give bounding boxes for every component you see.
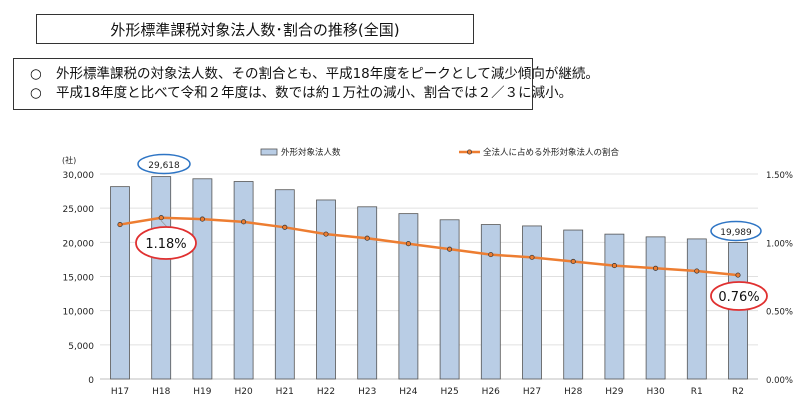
- ratio-point-H18: [158, 215, 164, 221]
- right-tick-label: 0.50%: [766, 308, 793, 318]
- ratio-point-H30: [653, 265, 659, 271]
- ratio-point-H23: [364, 235, 370, 241]
- legend-bar-label: 外形対象法人数: [281, 147, 341, 158]
- bar-H21: [274, 189, 295, 380]
- left-tick-label: 5,000: [68, 342, 94, 352]
- x-tick-label: H30: [646, 387, 664, 397]
- x-tick-label: H25: [440, 387, 458, 397]
- circle-bullet-icon: ○: [30, 66, 42, 82]
- x-tick-label: H26: [482, 387, 500, 397]
- summary-text: 平成18年度と比べて令和２年度は、数では約１万社の減小、割合では２／３に減小。: [56, 85, 573, 101]
- right-tick-label: 1.00%: [766, 239, 793, 249]
- ratio-point-H20: [241, 219, 247, 225]
- x-tick-label: H20: [234, 387, 252, 397]
- bar-H17: [110, 186, 130, 380]
- ratio-point-H22: [323, 231, 329, 237]
- bar-H30: [645, 236, 666, 380]
- x-tick-label: H19: [193, 387, 211, 397]
- ratio-point-H25: [447, 246, 453, 252]
- left-axis-unit: (社): [62, 155, 76, 165]
- bar-H18: [151, 176, 172, 380]
- bar-H20: [233, 181, 254, 380]
- summary-bullet: ○ 平成18年度と比べて令和２年度は、数では約１万社の減小、割合では２／３に減小。: [30, 84, 572, 103]
- x-tick-label: R1: [691, 387, 703, 397]
- x-tick-label: H22: [317, 387, 335, 397]
- summary-box: ○ 外形標準課税の対象法人数、その割合とも、平成18年度をピークとして減少傾向が継…: [13, 58, 599, 110]
- left-tick-label: 20,000: [63, 239, 95, 249]
- bar-H22: [316, 199, 336, 380]
- bar-H26: [480, 224, 501, 380]
- bar-H25: [439, 219, 460, 380]
- x-tick-label: H29: [605, 387, 623, 397]
- left-tick-label: 10,000: [63, 308, 95, 318]
- bar-H29: [604, 233, 625, 380]
- circle-bullet-icon: ○: [30, 85, 42, 101]
- x-tick-label: H18: [152, 387, 170, 397]
- legend-bar-swatch: [260, 148, 278, 156]
- ratio-point-H21: [282, 224, 288, 230]
- ratio-point-H19: [199, 216, 205, 222]
- x-tick-label: H21: [276, 387, 294, 397]
- ratio-point-R1: [694, 268, 700, 274]
- legend-line-label: 全法人に占める外形対象法人の割合: [483, 147, 620, 158]
- bar-H24: [398, 213, 419, 380]
- legend-line-marker: [466, 149, 473, 155]
- ratio-point-R2: [735, 272, 741, 278]
- x-tick-label: H27: [523, 387, 541, 397]
- x-tick-label: H24: [399, 387, 417, 397]
- left-tick-label: 15,000: [63, 274, 95, 284]
- summary-bullet: ○ 外形標準課税の対象法人数、その割合とも、平成18年度をピークとして減少傾向が継…: [30, 65, 599, 84]
- bar-H19: [192, 178, 213, 380]
- ratio-point-H24: [405, 241, 411, 247]
- annotation-ellipse-blue: [710, 220, 762, 242]
- bar-H27: [522, 225, 542, 380]
- x-tick-label: H28: [564, 387, 582, 397]
- right-tick-label: 1.50%: [766, 171, 793, 181]
- left-tick-label: 0: [88, 376, 94, 386]
- page-title: 外形標準課税対象法人数･割合の推移(全国): [36, 14, 474, 44]
- annotation-latest-count: 19,989: [720, 228, 752, 238]
- ratio-point-H28: [570, 258, 576, 265]
- bar-R1: [686, 238, 707, 380]
- ratio-point-H27: [529, 254, 535, 260]
- annotation-max-count: 29,618: [148, 161, 180, 171]
- annotation-ellipse-blue: [137, 153, 191, 175]
- bar-H23: [357, 206, 378, 380]
- annotation-ellipse-red: [135, 226, 197, 260]
- ratio-point-H26: [488, 252, 494, 258]
- right-tick-label: 0.00%: [766, 376, 793, 386]
- x-tick-label: H17: [111, 387, 129, 397]
- annotation-ellipse-red: [710, 281, 768, 311]
- annotation-latest-ratio: 0.76%: [718, 290, 759, 305]
- ratio-point-H29: [611, 263, 617, 269]
- ratio-line: [119, 216, 739, 277]
- summary-text: 外形標準課税の対象法人数、その割合とも、平成18年度をピークとして減少傾向が継続…: [56, 66, 599, 82]
- x-tick-label: H23: [358, 387, 376, 397]
- annotation-max-ratio: 1.18%: [145, 237, 186, 252]
- bar-H28: [563, 229, 584, 380]
- left-tick-label: 25,000: [63, 205, 95, 215]
- ratio-point-H17: [117, 222, 123, 228]
- x-tick-label: R2: [732, 387, 744, 397]
- left-tick-label: 30,000: [63, 171, 95, 181]
